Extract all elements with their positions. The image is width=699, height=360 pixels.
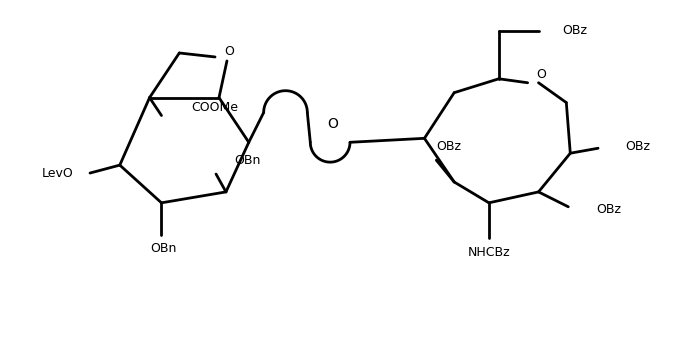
Text: O: O <box>328 117 338 131</box>
Text: OBz: OBz <box>562 24 587 37</box>
Text: OBn: OBn <box>234 154 260 167</box>
Text: OBz: OBz <box>596 203 621 216</box>
Text: OBz: OBz <box>625 140 650 153</box>
Text: OBn: OBn <box>150 242 177 255</box>
Text: LevO: LevO <box>41 167 73 180</box>
Text: COOMe: COOMe <box>192 101 238 114</box>
Text: O: O <box>224 45 234 58</box>
Text: OBz: OBz <box>437 140 462 153</box>
Text: O: O <box>537 68 547 81</box>
Text: NHCBz: NHCBz <box>468 246 510 259</box>
